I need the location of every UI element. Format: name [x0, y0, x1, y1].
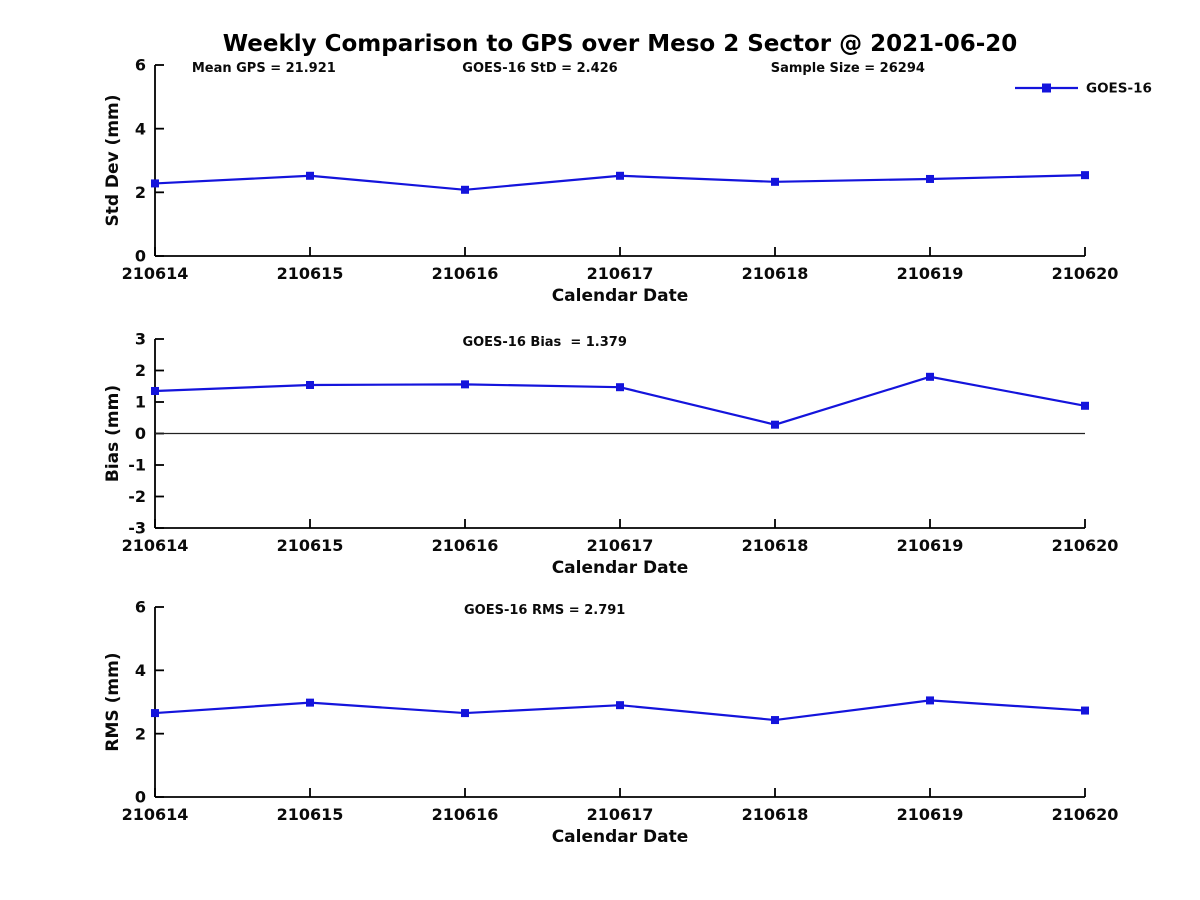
x-tick-label: 210615	[277, 805, 344, 824]
annotation-text: Mean GPS = 21.921	[192, 61, 336, 76]
x-tick-label: 210614	[122, 536, 189, 555]
x-axis-label: Calendar Date	[552, 286, 689, 306]
y-axis-label: RMS (mm)	[103, 652, 123, 751]
data-point-marker	[151, 179, 159, 188]
y-tick-label: 0	[135, 788, 146, 807]
data-point-marker	[616, 701, 624, 710]
x-axis-label: Calendar Date	[552, 558, 689, 578]
y-tick-label: 1	[135, 393, 146, 412]
data-point-marker	[771, 420, 779, 429]
y-tick-label: -1	[128, 456, 146, 475]
chart-title: Weekly Comparison to GPS over Meso 2 Sec…	[222, 31, 1018, 57]
x-tick-label: 210616	[432, 536, 499, 555]
y-tick-label: 3	[135, 330, 146, 349]
annotation-text: GOES-16 StD = 2.426	[462, 61, 617, 76]
x-tick-label: 210617	[587, 536, 654, 555]
y-tick-label: 2	[135, 724, 146, 743]
data-point-marker	[1081, 171, 1089, 180]
x-tick-label: 210614	[122, 264, 189, 283]
x-axis-label: Calendar Date	[552, 827, 689, 847]
data-point-marker	[306, 380, 314, 389]
y-tick-label: -3	[128, 519, 146, 538]
data-point-marker	[306, 698, 314, 707]
legend-marker	[1042, 83, 1051, 93]
data-point-marker	[771, 177, 779, 186]
y-tick-label: 4	[135, 119, 146, 138]
data-point-marker	[616, 383, 624, 392]
data-point-marker	[151, 386, 159, 395]
x-tick-label: 210618	[742, 264, 809, 283]
x-tick-label: 210620	[1052, 536, 1119, 555]
x-tick-label: 210617	[587, 264, 654, 283]
x-tick-label: 210620	[1052, 264, 1119, 283]
legend: GOES-16	[1015, 81, 1152, 97]
y-axis-label: Std Dev (mm)	[103, 94, 123, 226]
x-tick-label: 210620	[1052, 805, 1119, 824]
data-point-marker	[1081, 401, 1089, 410]
x-tick-label: 210619	[897, 536, 964, 555]
x-tick-label: 210618	[742, 805, 809, 824]
data-point-marker	[461, 380, 469, 389]
y-tick-label: 6	[135, 598, 146, 617]
x-tick-label: 210616	[432, 264, 499, 283]
data-point-marker	[461, 709, 469, 718]
data-point-marker	[616, 171, 624, 180]
subplot-rms: 0 2 4 6 210614 210615 210616 210617 210618 210619…	[103, 598, 1118, 847]
subplot-bias: -3 -2 -1 0 1 2 3 210614 210615 210616 210617 210618…	[103, 330, 1118, 578]
data-point-marker	[1081, 706, 1089, 715]
x-tick-label: 210615	[277, 264, 344, 283]
data-point-marker	[771, 716, 779, 725]
x-tick-label: 210615	[277, 536, 344, 555]
data-point-marker	[926, 174, 934, 183]
annotation-text: Sample Size = 26294	[771, 61, 925, 76]
annotation-text: GOES-16 RMS = 2.791	[464, 603, 625, 618]
x-tick-label: 210616	[432, 805, 499, 824]
y-tick-label: 0	[135, 424, 146, 443]
data-point-marker	[151, 709, 159, 718]
data-point-marker	[461, 185, 469, 194]
data-point-marker	[926, 696, 934, 705]
x-tick-label: 210614	[122, 805, 189, 824]
x-tick-label: 210617	[587, 805, 654, 824]
subplot-std-dev: 0 2 4 6 210614 210615 210616 210617 210618 210619…	[103, 56, 1152, 306]
y-tick-label: -2	[128, 487, 146, 506]
y-tick-label: 2	[135, 361, 146, 380]
data-point-marker	[306, 171, 314, 180]
legend-label: GOES-16	[1086, 81, 1152, 97]
annotation-text: GOES-16 Bias = 1.379	[462, 335, 626, 350]
x-tick-label: 210619	[897, 264, 964, 283]
y-tick-label: 6	[135, 56, 146, 75]
data-point-marker	[926, 372, 934, 381]
y-tick-label: 0	[135, 247, 146, 266]
y-tick-label: 2	[135, 183, 146, 202]
x-tick-label: 210619	[897, 805, 964, 824]
y-tick-label: 4	[135, 661, 146, 680]
y-axis-label: Bias (mm)	[103, 385, 123, 482]
x-tick-label: 210618	[742, 536, 809, 555]
